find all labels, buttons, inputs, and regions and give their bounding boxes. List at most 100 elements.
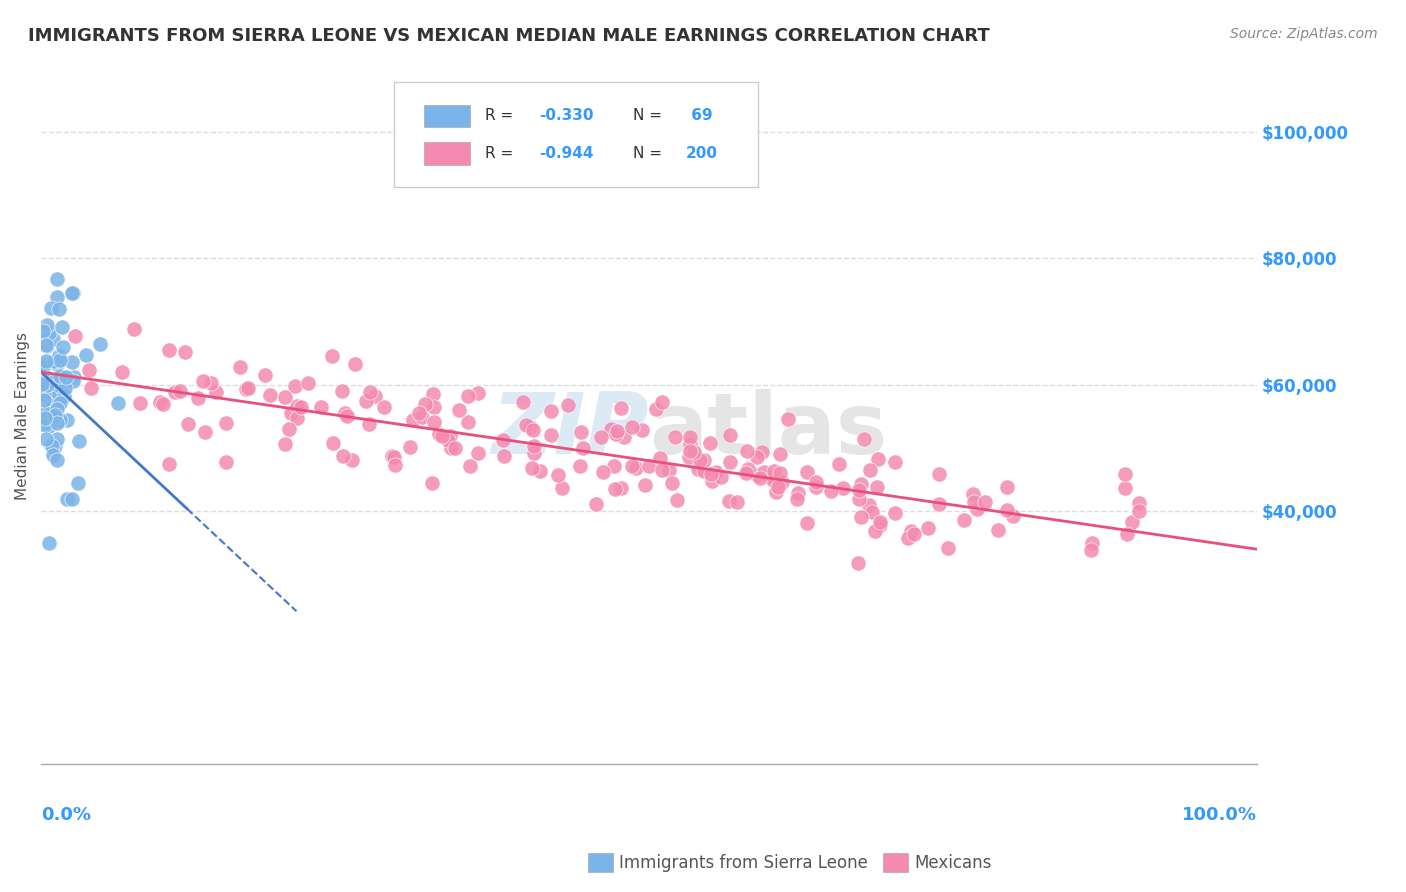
- Point: [380, 449, 402, 463]
- Point: [48, 349, 70, 363]
- Point: [32, 359, 55, 373]
- Point: [858, 498, 880, 512]
- Point: [658, 463, 681, 477]
- Point: [613, 430, 636, 444]
- Point: [540, 404, 562, 418]
- Point: [44, 439, 66, 453]
- Text: N =: N =: [633, 108, 666, 123]
- Point: [364, 388, 387, 402]
- Point: [644, 401, 666, 416]
- Point: [634, 478, 657, 492]
- Point: [547, 468, 569, 483]
- Point: [699, 436, 721, 450]
- Point: [427, 426, 450, 441]
- Point: [917, 521, 939, 535]
- Point: [679, 437, 702, 451]
- Point: [751, 445, 773, 459]
- Point: [768, 466, 790, 480]
- Point: [204, 384, 226, 399]
- Point: [80, 381, 103, 395]
- Point: [149, 394, 172, 409]
- Point: [37, 411, 59, 425]
- Point: [849, 476, 872, 491]
- Point: [437, 434, 460, 448]
- Point: [321, 350, 343, 364]
- Point: [651, 463, 673, 477]
- Point: [38, 536, 60, 550]
- Point: [340, 453, 363, 467]
- Point: [735, 443, 758, 458]
- Point: [966, 502, 988, 516]
- Point: [883, 506, 905, 520]
- Point: [762, 473, 785, 487]
- Point: [37, 339, 59, 353]
- Point: [540, 428, 562, 442]
- Point: [157, 457, 180, 471]
- Point: [49, 396, 72, 410]
- Point: [457, 389, 479, 403]
- Point: [67, 434, 90, 448]
- Point: [51, 374, 73, 388]
- Point: [45, 385, 67, 400]
- Point: [592, 465, 614, 479]
- Point: [745, 450, 768, 465]
- Point: [806, 475, 828, 489]
- Point: [903, 527, 925, 541]
- Point: [277, 422, 299, 436]
- Point: [200, 376, 222, 390]
- Point: [238, 381, 260, 395]
- Point: [603, 459, 626, 474]
- Text: R =: R =: [485, 146, 517, 161]
- Point: [686, 461, 709, 475]
- Text: -0.944: -0.944: [540, 146, 595, 161]
- Point: [786, 486, 808, 500]
- Point: [897, 531, 920, 545]
- Point: [423, 415, 446, 429]
- Point: [928, 498, 950, 512]
- Point: [430, 429, 453, 443]
- Point: [848, 483, 870, 498]
- Point: [1114, 467, 1136, 481]
- Point: [718, 493, 741, 508]
- Point: [44, 354, 66, 368]
- Point: [169, 384, 191, 398]
- Point: [609, 401, 631, 416]
- Point: [606, 424, 628, 438]
- Point: [605, 427, 627, 442]
- Point: [65, 328, 87, 343]
- FancyBboxPatch shape: [425, 142, 470, 164]
- Point: [585, 496, 607, 510]
- Point: [39, 438, 62, 452]
- Point: [77, 363, 100, 377]
- Point: [520, 461, 543, 475]
- Point: [869, 518, 891, 533]
- Point: [859, 462, 882, 476]
- Point: [863, 524, 886, 538]
- Point: [700, 467, 723, 482]
- Point: [75, 348, 97, 362]
- Point: [648, 450, 671, 465]
- Point: [569, 425, 592, 440]
- Point: [467, 446, 489, 460]
- Point: [420, 476, 443, 491]
- Point: [804, 480, 827, 494]
- Point: [620, 419, 643, 434]
- Point: [962, 487, 984, 501]
- Point: [408, 406, 430, 420]
- Point: [128, 396, 150, 410]
- Point: [336, 409, 359, 423]
- Point: [963, 495, 986, 509]
- Point: [44, 409, 66, 424]
- Point: [763, 464, 786, 478]
- Point: [44, 374, 66, 388]
- Point: [259, 388, 281, 402]
- Point: [1114, 482, 1136, 496]
- Point: [523, 446, 546, 460]
- Text: IMMIGRANTS FROM SIERRA LEONE VS MEXICAN MEDIAN MALE EARNINGS CORRELATION CHART: IMMIGRANTS FROM SIERRA LEONE VS MEXICAN …: [28, 27, 990, 45]
- Point: [568, 458, 591, 473]
- Point: [35, 354, 58, 368]
- Point: [884, 455, 907, 469]
- Point: [66, 476, 89, 491]
- Point: [693, 453, 716, 467]
- Point: [39, 301, 62, 316]
